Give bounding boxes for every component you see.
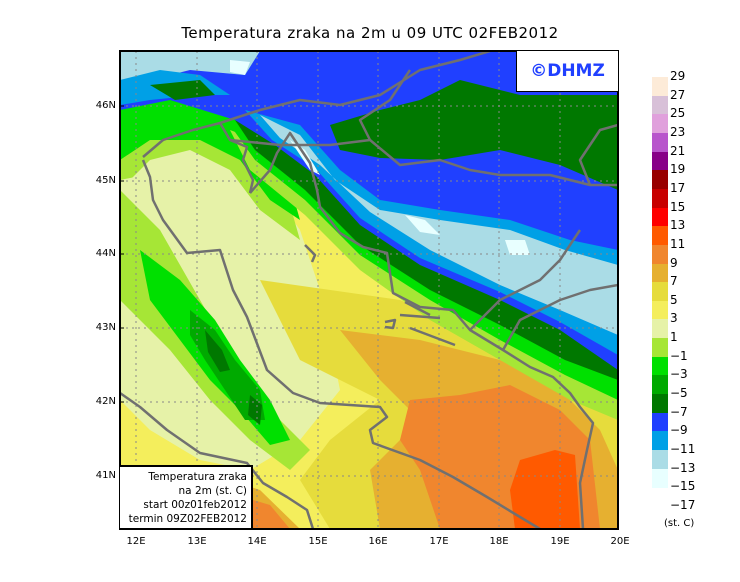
lat-label: 44N bbox=[95, 248, 116, 259]
info-line: na 2m (st. C) bbox=[178, 485, 247, 497]
legend-swatch bbox=[652, 207, 668, 227]
info-box: Temperatura zraka na 2m (st. C) start 00… bbox=[120, 465, 253, 528]
lat-label: 43N bbox=[95, 322, 116, 333]
info-line: start 00z01feb2012 bbox=[143, 499, 247, 511]
legend-swatch bbox=[652, 300, 668, 320]
legend-swatch bbox=[652, 394, 668, 414]
legend-swatch bbox=[652, 412, 668, 432]
legend-label: 1 bbox=[670, 330, 678, 345]
legend-label: −15 bbox=[670, 479, 696, 494]
lon-label: 17E bbox=[429, 536, 449, 547]
legend-label: 7 bbox=[670, 274, 678, 289]
legend-label: 19 bbox=[670, 162, 686, 177]
legend-swatch bbox=[652, 132, 668, 153]
lon-label: 14E bbox=[247, 536, 267, 547]
legend-swatch bbox=[652, 468, 668, 488]
legend-label: 27 bbox=[670, 87, 686, 102]
lat-label: 45N bbox=[95, 175, 116, 186]
legend-label: 23 bbox=[670, 124, 686, 139]
legend-label: −7 bbox=[670, 404, 688, 419]
legend-swatch bbox=[652, 282, 668, 302]
legend-label: 13 bbox=[670, 218, 686, 233]
legend-swatch bbox=[652, 188, 668, 209]
legend-swatch bbox=[652, 431, 668, 451]
legend-swatch bbox=[652, 77, 668, 97]
legend-swatch bbox=[652, 244, 668, 264]
dhmz-logo: ©DHMZ bbox=[516, 51, 618, 92]
legend-label: 29 bbox=[670, 69, 686, 83]
legend-swatch bbox=[652, 226, 668, 246]
legend-swatch bbox=[652, 114, 668, 134]
legend-swatch bbox=[652, 95, 668, 115]
legend-label: 9 bbox=[670, 255, 678, 270]
graticule bbox=[120, 51, 618, 529]
legend-label: −13 bbox=[670, 460, 696, 475]
legend-label: 5 bbox=[670, 292, 678, 307]
info-line: termin 09Z02FEB2012 bbox=[128, 513, 247, 525]
legend-label: −17 bbox=[670, 497, 696, 512]
legend-swatch bbox=[652, 375, 668, 395]
lat-label: 46N bbox=[95, 100, 116, 111]
legend-label: −5 bbox=[670, 386, 688, 401]
legend-label: 11 bbox=[670, 236, 686, 251]
legend-swatch bbox=[652, 450, 668, 470]
lon-label: 13E bbox=[187, 536, 207, 547]
legend-label: 17 bbox=[670, 180, 686, 195]
lon-label: 16E bbox=[368, 536, 388, 547]
legend-label: −3 bbox=[670, 367, 688, 382]
legend-label: −11 bbox=[670, 442, 696, 456]
lat-label: 42N bbox=[95, 396, 116, 407]
legend-swatch bbox=[652, 151, 668, 171]
legend-label: 25 bbox=[670, 106, 686, 121]
legend-swatch bbox=[652, 170, 668, 190]
legend-label: −9 bbox=[670, 423, 688, 438]
map-title: Temperatura zraka na 2m u 09 UTC 02FEB20… bbox=[181, 24, 559, 42]
legend-label: 15 bbox=[670, 199, 686, 214]
info-line: Temperatura zraka bbox=[148, 471, 247, 483]
lon-label: 18E bbox=[489, 536, 509, 547]
map-frame bbox=[119, 50, 619, 530]
legend-label: 3 bbox=[670, 311, 678, 326]
lon-label: 15E bbox=[308, 536, 328, 547]
legend-swatch bbox=[652, 319, 668, 339]
lon-label: 19E bbox=[550, 536, 570, 547]
legend-swatch bbox=[652, 338, 668, 358]
legend-swatch bbox=[652, 356, 668, 376]
legend-units: (st. C) bbox=[664, 518, 695, 529]
lon-label: 12E bbox=[126, 536, 146, 547]
legend-swatch bbox=[652, 263, 668, 283]
legend-label: −1 bbox=[670, 348, 688, 363]
lat-label: 41N bbox=[95, 470, 116, 481]
legend-label: 21 bbox=[670, 143, 686, 158]
coastlines bbox=[120, 51, 618, 529]
lon-label: 20E bbox=[610, 536, 630, 547]
